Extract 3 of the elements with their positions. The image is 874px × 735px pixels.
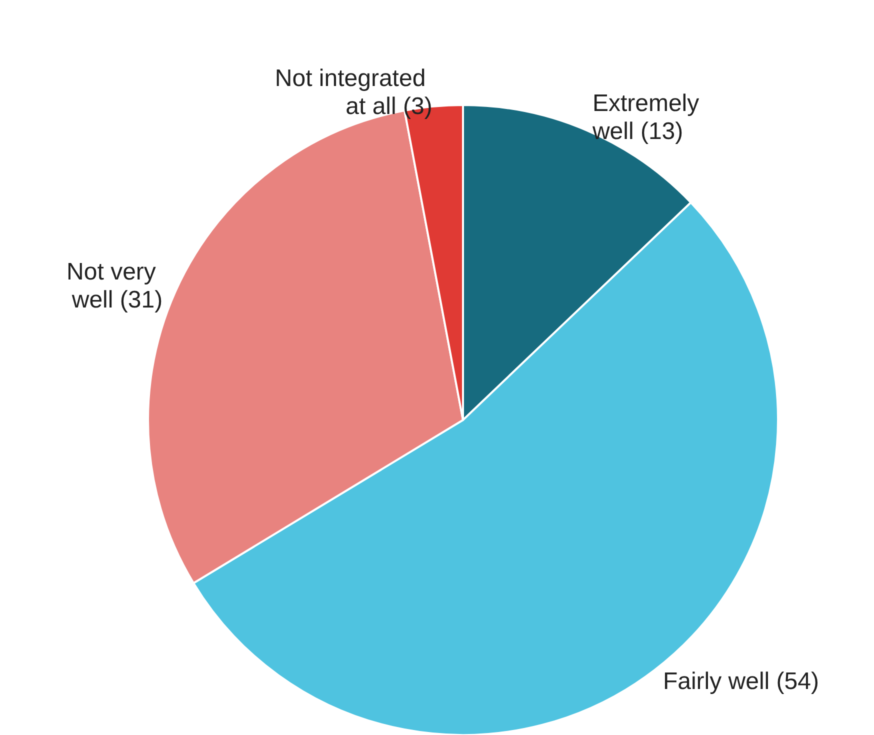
slice-label: Extremely well (13) [591, 90, 706, 146]
slice-label: Not very well (31) [66, 258, 163, 314]
slice-label: Fairly well (54) [662, 668, 819, 695]
